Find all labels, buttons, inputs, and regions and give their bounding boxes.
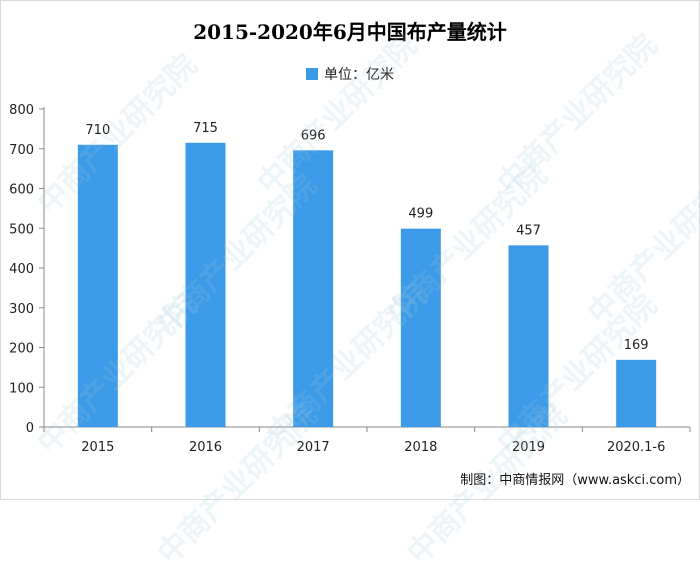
data-label: 715	[193, 121, 218, 136]
y-tick-label: 300	[9, 302, 34, 317]
data-label: 696	[301, 128, 326, 143]
chart-credit: 制图：中商情报网（www.askci.com）	[460, 473, 690, 488]
chart-title: 2015-2020年6月中国布产量统计	[193, 20, 507, 44]
legend-swatch	[306, 68, 318, 80]
data-label: 457	[516, 223, 541, 238]
legend-label: 单位：亿米	[324, 67, 394, 83]
y-tick-label: 700	[9, 143, 34, 158]
y-tick-label: 400	[9, 262, 34, 277]
x-tick-label: 2016	[189, 440, 222, 455]
data-label: 169	[624, 338, 649, 353]
data-label: 499	[408, 207, 433, 222]
bar	[508, 245, 549, 427]
legend: 单位：亿米	[0, 64, 700, 84]
x-tick-label: 2015	[81, 440, 114, 455]
x-tick-label: 2019	[512, 440, 545, 455]
y-tick-label: 0	[26, 421, 34, 436]
bar	[185, 142, 226, 427]
y-tick-label: 200	[9, 342, 34, 357]
data-label: 710	[85, 123, 110, 138]
y-tick-label: 500	[9, 222, 34, 237]
y-tick-label: 800	[9, 103, 34, 118]
x-tick-label: 2018	[404, 440, 437, 455]
y-tick-label: 100	[9, 381, 34, 396]
x-tick-label: 2017	[297, 440, 330, 455]
y-tick-label: 600	[9, 183, 34, 198]
bar	[293, 150, 334, 427]
bar	[616, 359, 657, 427]
bar-chart: 0 100 200 300 400 500 600 700 800 710 2015 715 2016 6…	[9, 103, 691, 455]
x-tick-label: 2020.1-6	[607, 440, 665, 455]
bar	[400, 228, 441, 427]
bar	[77, 144, 118, 427]
